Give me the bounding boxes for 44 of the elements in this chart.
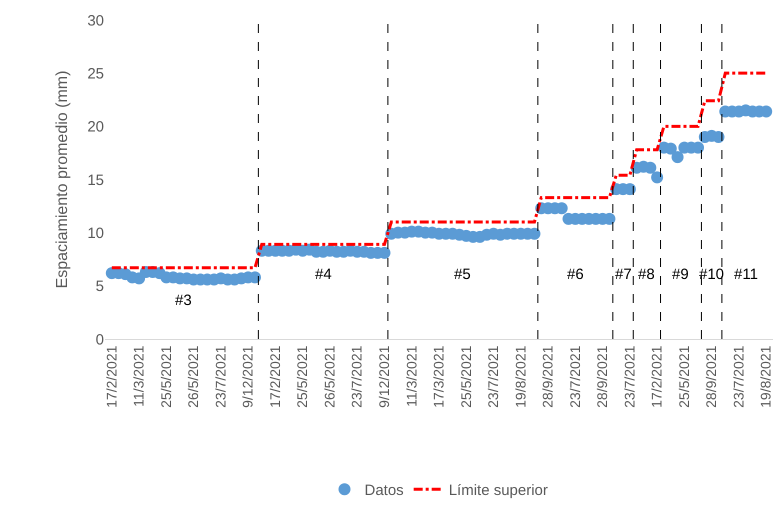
y-tick-label: 20 — [87, 118, 104, 136]
x-tick-label: 19/8/2021 — [512, 345, 528, 408]
x-tick-label: 25/5/2021 — [676, 345, 692, 408]
x-tick-label: 28/9/2021 — [703, 345, 720, 408]
annotation: #4 — [315, 266, 332, 283]
annotation: #10 — [699, 266, 724, 283]
annotation: #11 — [734, 266, 758, 283]
annotation: #7 — [615, 266, 632, 283]
y-tick-label: 10 — [87, 224, 104, 242]
x-tick-label: 25/5/2021 — [158, 345, 174, 408]
x-tick-label: 17/2/2021 — [266, 345, 283, 408]
y-tick-label: 0 — [96, 331, 104, 348]
legend-label: Límite superior — [448, 482, 548, 500]
y-tick-label: 5 — [96, 278, 104, 296]
x-tick-label: 19/8/2021 — [758, 345, 774, 408]
annotation: #8 — [638, 266, 655, 283]
annotation: #6 — [567, 266, 584, 283]
x-tick-label: 17/2/2021 — [103, 345, 120, 408]
y-tick-label: 25 — [87, 65, 104, 82]
x-tick-label: 26/5/2021 — [185, 345, 202, 408]
x-tick-label: 17/2/2021 — [648, 345, 665, 408]
x-tick-label: 25/5/2021 — [458, 345, 474, 408]
x-tick-label: 11/3/2021 — [403, 345, 420, 407]
x-tick-label: 23/7/2021 — [621, 345, 638, 408]
x-tick-label: 11/3/2021 — [130, 345, 147, 407]
x-tick-label: 17/3/2021 — [430, 345, 447, 408]
x-tick-label: 23/7/2021 — [566, 345, 583, 408]
x-tick-label: 9/12/2021 — [240, 345, 256, 408]
y-tick-label: 30 — [87, 12, 104, 30]
x-tick-label: 23/7/2021 — [485, 345, 502, 408]
x-tick-label: 25/5/2021 — [294, 345, 310, 408]
annotation: #9 — [672, 266, 689, 283]
x-tick-label: 23/7/2021 — [212, 345, 228, 408]
x-tick-label: 23/7/2021 — [348, 345, 365, 408]
annotation: #3 — [175, 292, 192, 309]
x-tick-label: 23/7/2021 — [730, 345, 746, 408]
x-tick-label: 9/12/2021 — [376, 345, 392, 408]
x-tick-label: 26/5/2021 — [321, 345, 338, 408]
x-tick-label: 28/9/2021 — [594, 345, 610, 408]
y-axis-title: Espaciamiento promedio (mm) — [54, 70, 72, 288]
annotation: #5 — [454, 266, 471, 283]
x-tick-label: 28/9/2021 — [540, 345, 556, 408]
y-tick-label: 15 — [87, 172, 104, 189]
legend-label: Datos — [364, 482, 404, 500]
